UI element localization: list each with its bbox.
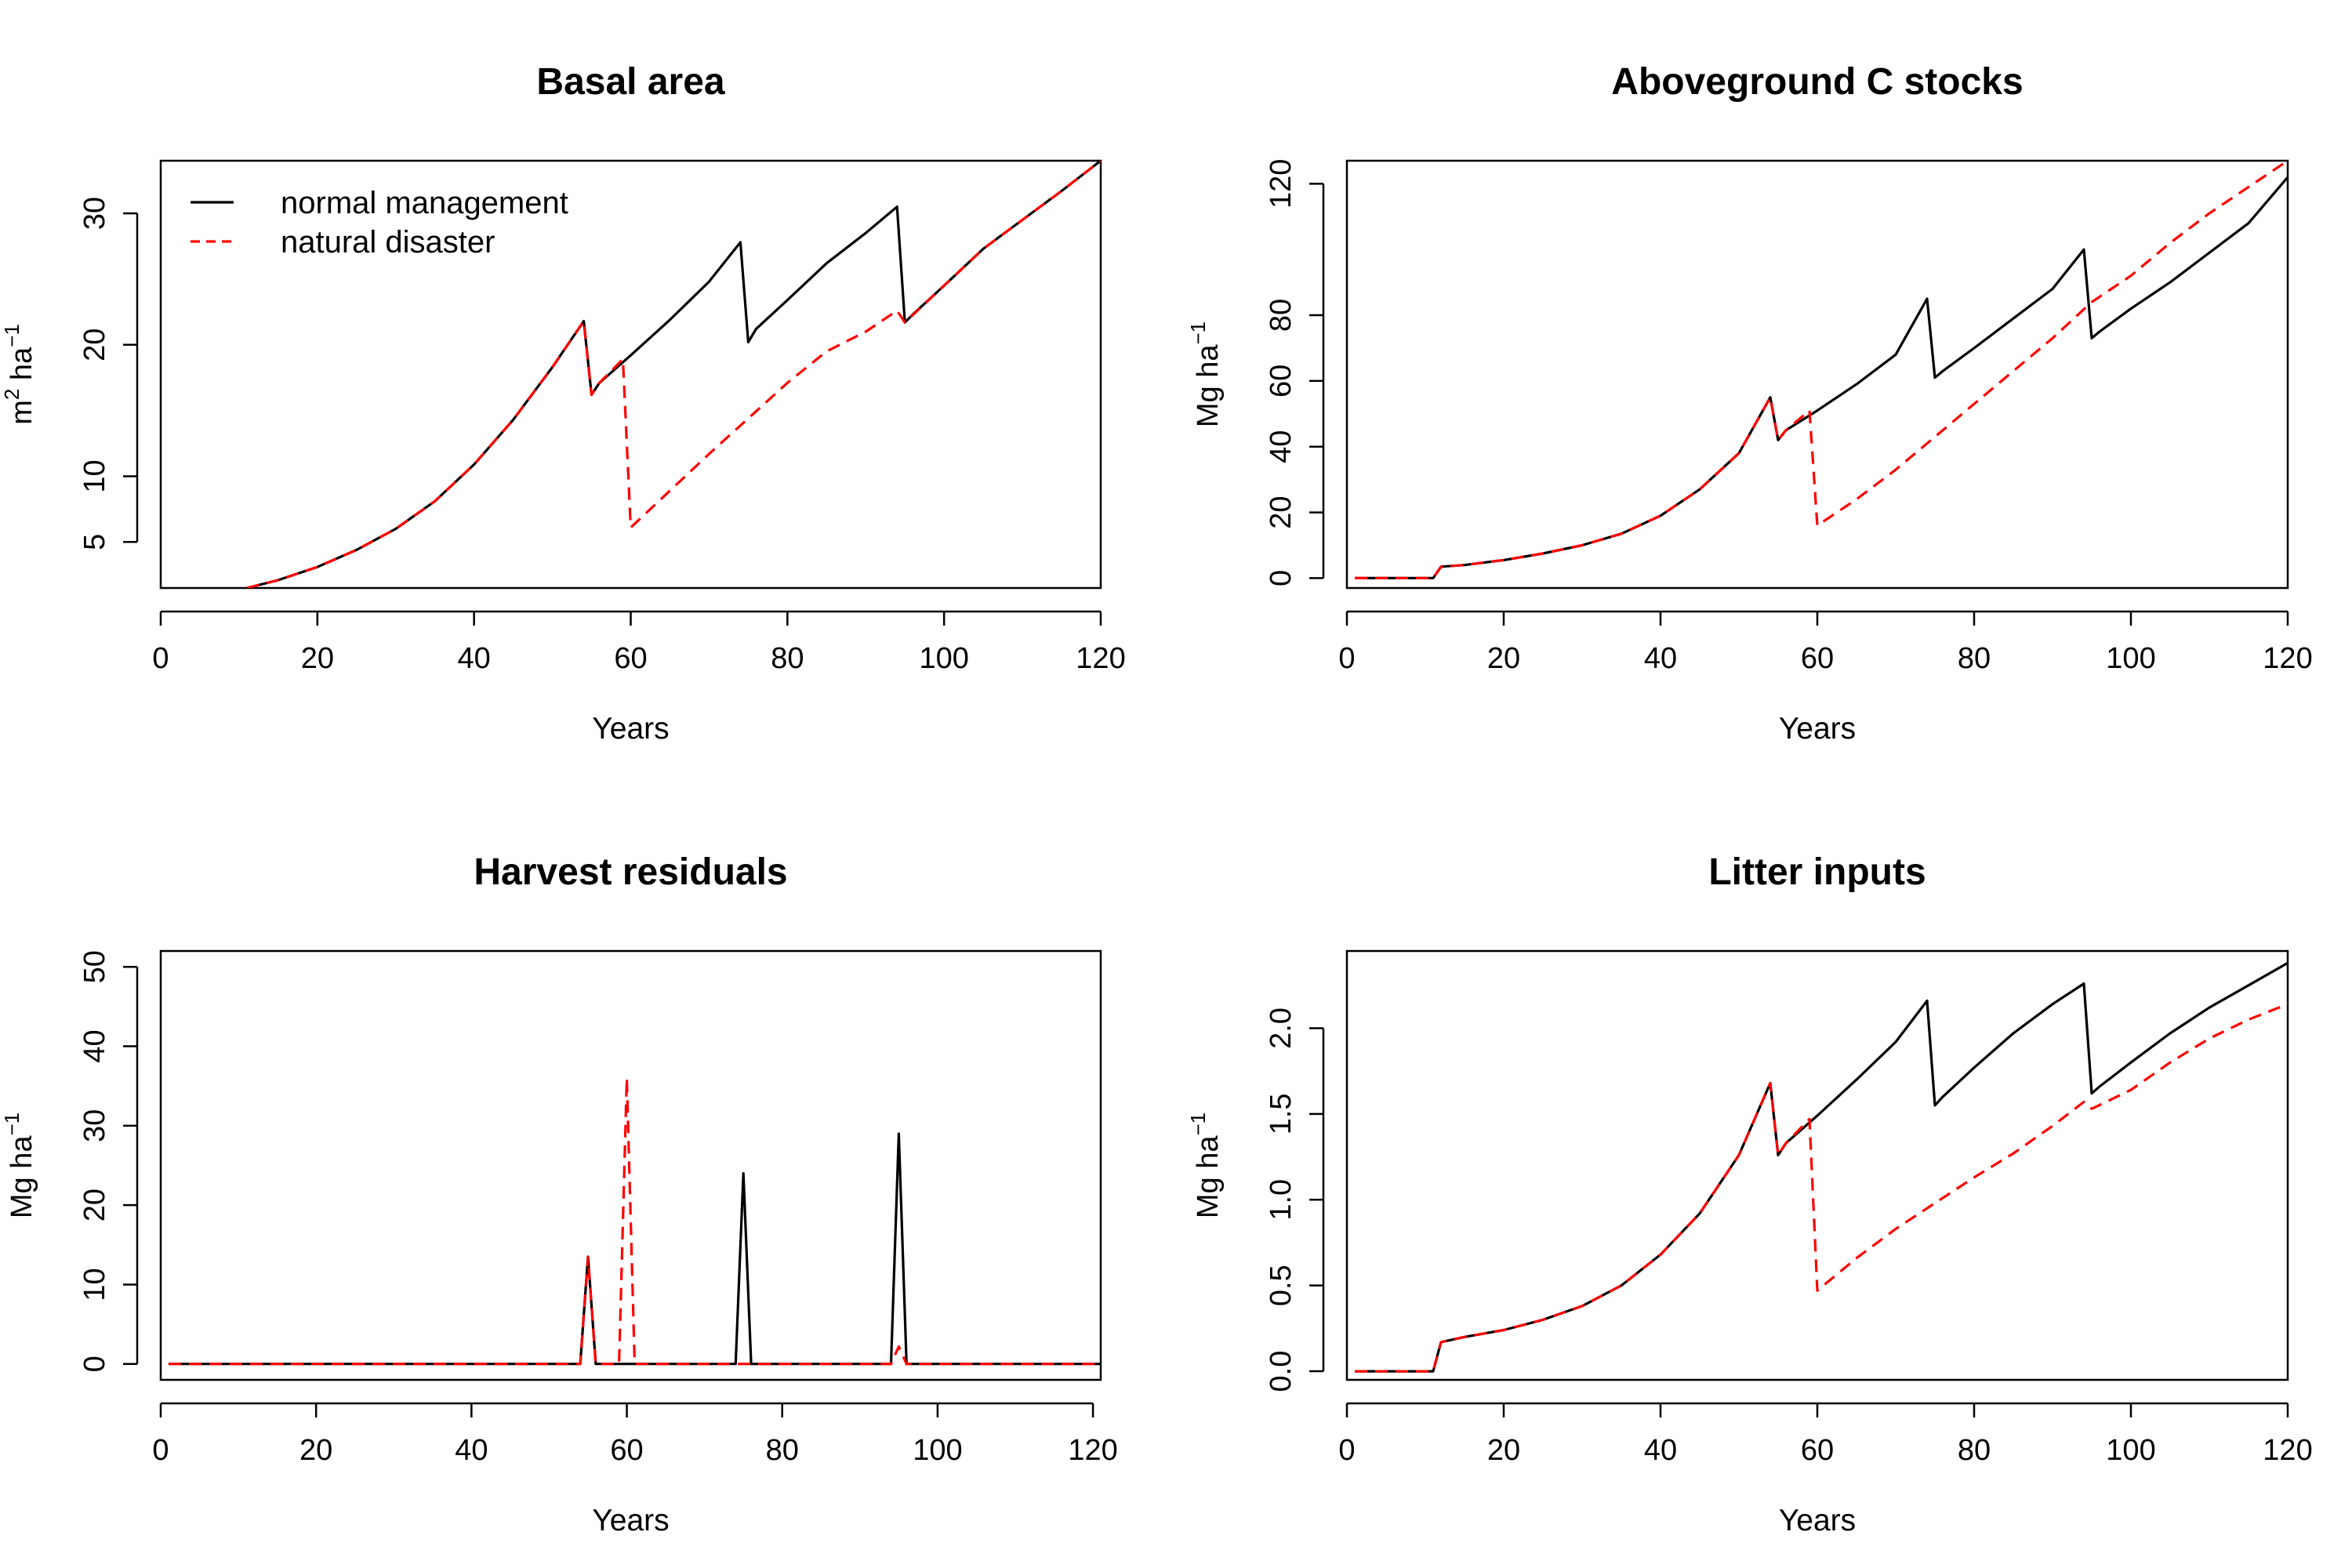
y-tick-label: 1.0: [1265, 1179, 1298, 1221]
x-tick-label: 100: [913, 1434, 962, 1467]
x-tick-label: 80: [766, 1434, 799, 1467]
y-tick-label: 30: [78, 1109, 111, 1142]
legend: normal management natural disaster: [191, 186, 568, 260]
x-tick-label: 100: [919, 642, 968, 675]
x-axis-label: Years: [1779, 1504, 1856, 1537]
y-axis-label: Mg ha−1: [1186, 1112, 1225, 1218]
x-tick-label: 20: [299, 1434, 332, 1467]
x-tick-label: 60: [1801, 642, 1834, 675]
x-tick-label: 40: [1644, 642, 1677, 675]
x-tick-label: 0: [152, 642, 169, 675]
y-axis-label: Mg ha−1: [0, 1112, 38, 1218]
y-tick-label: 80: [1265, 299, 1298, 332]
x-tick-label: 120: [1068, 1434, 1117, 1467]
y-tick-label: 0.0: [1265, 1351, 1298, 1392]
chart-title: Basal area: [536, 61, 724, 103]
y-tick-label: 2.0: [1265, 1007, 1298, 1049]
y-tick-label: 40: [1265, 430, 1298, 463]
x-tick-label: 120: [2263, 642, 2312, 675]
y-tick-label: 10: [78, 459, 111, 492]
x-tick-label: 0: [1338, 1434, 1355, 1467]
y-tick-label: 50: [78, 950, 111, 983]
x-tick-label: 20: [1487, 642, 1520, 675]
chart-title: Litter inputs: [1708, 851, 1926, 893]
x-tick-label: 120: [1076, 642, 1125, 675]
chart-panel-3: Harvest residuals 0 20 40 60 80 100 120 Years 0 10…: [0, 851, 1118, 1537]
x-tick-label: 100: [2106, 642, 2155, 675]
x-tick-label: 40: [458, 642, 491, 675]
x-tick-label: 20: [1487, 1434, 1520, 1467]
x-axis-label: Years: [592, 712, 669, 746]
y-tick-label: 20: [78, 328, 111, 361]
series-line-natural-disaster: [1355, 1003, 2288, 1373]
chart-title: Aboveground C stocks: [1611, 61, 2023, 103]
x-tick-label: 0: [152, 1434, 169, 1467]
plot-box: [159, 949, 1102, 1381]
y-axis-label: m2 ha−1: [0, 324, 38, 425]
y-tick-label: 60: [1265, 365, 1298, 397]
plot-box: [159, 159, 1102, 590]
x-tick-label: 80: [1958, 642, 1991, 675]
y-tick-label: 10: [78, 1268, 111, 1301]
x-tick-label: 60: [610, 1434, 643, 1467]
x-tick-label: 80: [771, 642, 804, 675]
x-tick-label: 120: [2263, 1434, 2312, 1467]
y-tick-label: 0: [78, 1356, 111, 1372]
x-tick-label: 60: [1801, 1434, 1834, 1467]
legend-label: normal management: [281, 186, 568, 220]
chart-panel-1: Basal area 0 20 40 60 80 100 120 Years 5 10 20 30 m2 …: [0, 61, 1126, 746]
series-line-natural-disaster: [246, 161, 1101, 588]
y-tick-label: 20: [78, 1189, 111, 1221]
series-line-natural-disaster: [1355, 161, 2288, 579]
plot-box: [1345, 949, 2289, 1381]
y-tick-label: 20: [1265, 495, 1298, 528]
y-axis-label: Mg ha−1: [1186, 321, 1225, 427]
y-tick-label: 5: [78, 534, 111, 550]
y-tick-label: 0.5: [1265, 1265, 1298, 1306]
chart-panel-2: Aboveground C stocks 0 20 40 60 80 100 120 Years…: [1186, 61, 2313, 746]
series-line-natural-disaster: [168, 1076, 1101, 1366]
x-tick-label: 60: [614, 642, 647, 675]
x-tick-label: 0: [1338, 642, 1355, 675]
y-tick-label: 40: [78, 1029, 111, 1062]
x-axis-label: Years: [592, 1504, 669, 1537]
series-line-normal-management: [1355, 176, 2288, 579]
plot-box: [1345, 159, 2289, 590]
y-tick-label: 0: [1265, 570, 1298, 586]
x-tick-label: 40: [455, 1434, 488, 1467]
x-tick-label: 100: [2106, 1434, 2155, 1467]
x-tick-label: 40: [1644, 1434, 1677, 1467]
legend-label: natural disaster: [281, 225, 495, 260]
x-tick-label: 20: [301, 642, 334, 675]
chart-title: Harvest residuals: [474, 851, 787, 893]
series-line-normal-management: [1355, 961, 2288, 1373]
x-tick-label: 80: [1958, 1434, 1991, 1467]
chart-panel-4: Litter inputs 0 20 40 60 80 100 120 Years 0.0 0.5 1…: [1186, 851, 2313, 1537]
y-tick-label: 120: [1265, 159, 1298, 209]
series-line-normal-management: [168, 1132, 1101, 1366]
y-tick-label: 30: [78, 197, 111, 230]
x-axis-label: Years: [1779, 712, 1856, 746]
y-tick-label: 1.5: [1265, 1093, 1298, 1134]
